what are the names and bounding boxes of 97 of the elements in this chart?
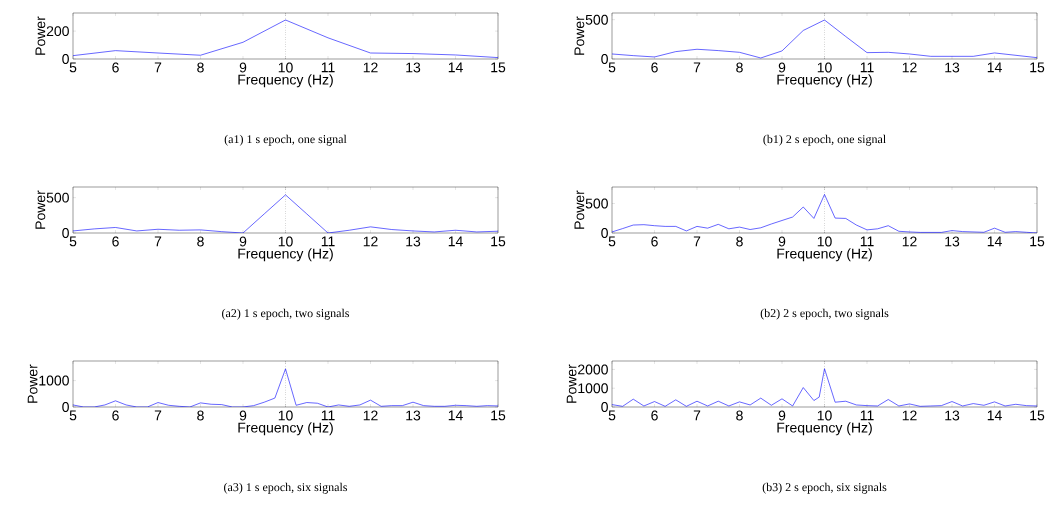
- x-tick-label: 9: [778, 62, 786, 73]
- x-tick-label: 15: [491, 410, 506, 421]
- x-tick-label: 10: [817, 236, 832, 247]
- x-tick-label: 12: [902, 410, 917, 421]
- x-tick-label: 10: [817, 62, 832, 73]
- text: (b2) 2 s epoch, two signals: [760, 308, 889, 320]
- y-axis-title: Power: [35, 16, 46, 55]
- x-tick-label: 12: [363, 62, 378, 73]
- x-tick-label: 14: [987, 62, 1002, 73]
- x-tick-label: 8: [736, 410, 743, 421]
- y-axis-title: Power: [566, 364, 577, 403]
- x-tick-label: 13: [945, 62, 960, 73]
- y-tick-label: 0: [62, 402, 69, 412]
- x-tick-label: 8: [197, 236, 204, 247]
- x-tick-label: 5: [608, 410, 616, 421]
- x-tick-label: 15: [1030, 62, 1045, 73]
- y-tick-label: 1000: [39, 375, 69, 386]
- x-tick-label: 13: [406, 410, 421, 421]
- x-tick-label: 12: [902, 62, 917, 73]
- x-tick-label: 12: [363, 236, 378, 247]
- x-tick-label: 7: [154, 410, 162, 421]
- x-tick-label: 13: [945, 236, 960, 247]
- x-tick-label: 13: [406, 62, 421, 73]
- y-axis-title: Power: [35, 190, 46, 229]
- x-tick-label: 9: [778, 410, 786, 421]
- x-tick-label: 6: [651, 62, 658, 73]
- x-tick-label: 11: [321, 62, 335, 73]
- y-tick-label: 0: [601, 54, 608, 64]
- x-tick-label: 11: [321, 236, 335, 247]
- x-tick-label: 14: [448, 236, 463, 247]
- x-axis-title: Frequency (Hz): [777, 422, 872, 436]
- text: (a2) 1 s epoch, two signals: [222, 308, 350, 320]
- y-tick-label: 0: [601, 402, 608, 412]
- x-tick-label: 10: [278, 410, 293, 421]
- x-tick-label: 14: [987, 236, 1002, 247]
- x-tick-label: 12: [363, 410, 378, 421]
- x-tick-label: 15: [491, 62, 506, 73]
- x-tick-label: 9: [239, 62, 247, 73]
- y-tick-label: 500: [585, 14, 608, 25]
- x-tick-label: 10: [278, 62, 293, 73]
- text: (b1) 2 s epoch, one signal: [763, 134, 886, 146]
- x-tick-label: 6: [651, 236, 658, 247]
- y-tick-label: 500: [46, 192, 69, 203]
- x-tick-label: 7: [154, 236, 162, 247]
- y-tick-label: 1000: [578, 383, 608, 394]
- x-tick-label: 13: [406, 236, 421, 247]
- x-axis-title: Frequency (Hz): [777, 248, 872, 262]
- y-tick-label: 2000: [578, 364, 608, 375]
- x-tick-label: 10: [278, 236, 293, 247]
- x-tick-label: 11: [860, 236, 874, 247]
- x-tick-label: 7: [154, 62, 162, 73]
- x-tick-label: 14: [987, 410, 1002, 421]
- x-tick-label: 11: [321, 410, 335, 421]
- x-tick-label: 8: [736, 62, 743, 73]
- x-tick-label: 8: [736, 236, 743, 247]
- y-tick-label: 0: [62, 228, 69, 238]
- x-tick-label: 11: [860, 62, 874, 73]
- x-tick-label: 7: [693, 410, 701, 421]
- text: (a1) 1 s epoch, one signal: [224, 134, 347, 146]
- x-tick-label: 15: [1030, 236, 1045, 247]
- text: (a3) 1 s epoch, six signals: [224, 482, 348, 494]
- x-tick-label: 9: [239, 410, 247, 421]
- x-tick-label: 15: [1030, 410, 1045, 421]
- x-tick-label: 6: [651, 410, 658, 421]
- y-tick-label: 0: [62, 54, 69, 64]
- x-tick-label: 9: [239, 236, 247, 247]
- y-tick-label: 0: [601, 228, 608, 238]
- x-tick-label: 7: [693, 62, 701, 73]
- x-tick-label: 5: [69, 62, 77, 73]
- x-tick-label: 6: [112, 62, 119, 73]
- x-tick-label: 11: [860, 410, 874, 421]
- x-tick-label: 8: [197, 62, 204, 73]
- x-tick-label: 15: [491, 236, 506, 247]
- x-tick-label: 9: [778, 236, 786, 247]
- x-tick-label: 5: [608, 62, 616, 73]
- y-axis-title: Power: [574, 16, 585, 55]
- x-tick-label: 5: [69, 410, 77, 421]
- y-axis-title: Power: [574, 190, 585, 229]
- y-axis-title: Power: [27, 364, 38, 403]
- x-tick-label: 14: [448, 410, 463, 421]
- x-tick-label: 7: [693, 236, 701, 247]
- x-tick-label: 6: [112, 236, 119, 247]
- x-axis-title: Frequency (Hz): [238, 74, 333, 88]
- x-axis-title: Frequency (Hz): [777, 74, 872, 88]
- text: (b3) 2 s epoch, six signals: [762, 482, 887, 494]
- x-tick-label: 12: [902, 236, 917, 247]
- x-axis-title: Frequency (Hz): [238, 422, 333, 436]
- x-axis-title: Frequency (Hz): [238, 248, 333, 262]
- x-tick-label: 14: [448, 62, 463, 73]
- x-tick-label: 6: [112, 410, 119, 421]
- x-tick-label: 5: [69, 236, 77, 247]
- y-tick-label: 500: [585, 198, 608, 209]
- x-tick-label: 5: [608, 236, 616, 247]
- x-tick-label: 8: [197, 410, 204, 421]
- y-tick-label: 200: [46, 26, 69, 37]
- x-tick-label: 13: [945, 410, 960, 421]
- x-tick-label: 10: [817, 410, 832, 421]
